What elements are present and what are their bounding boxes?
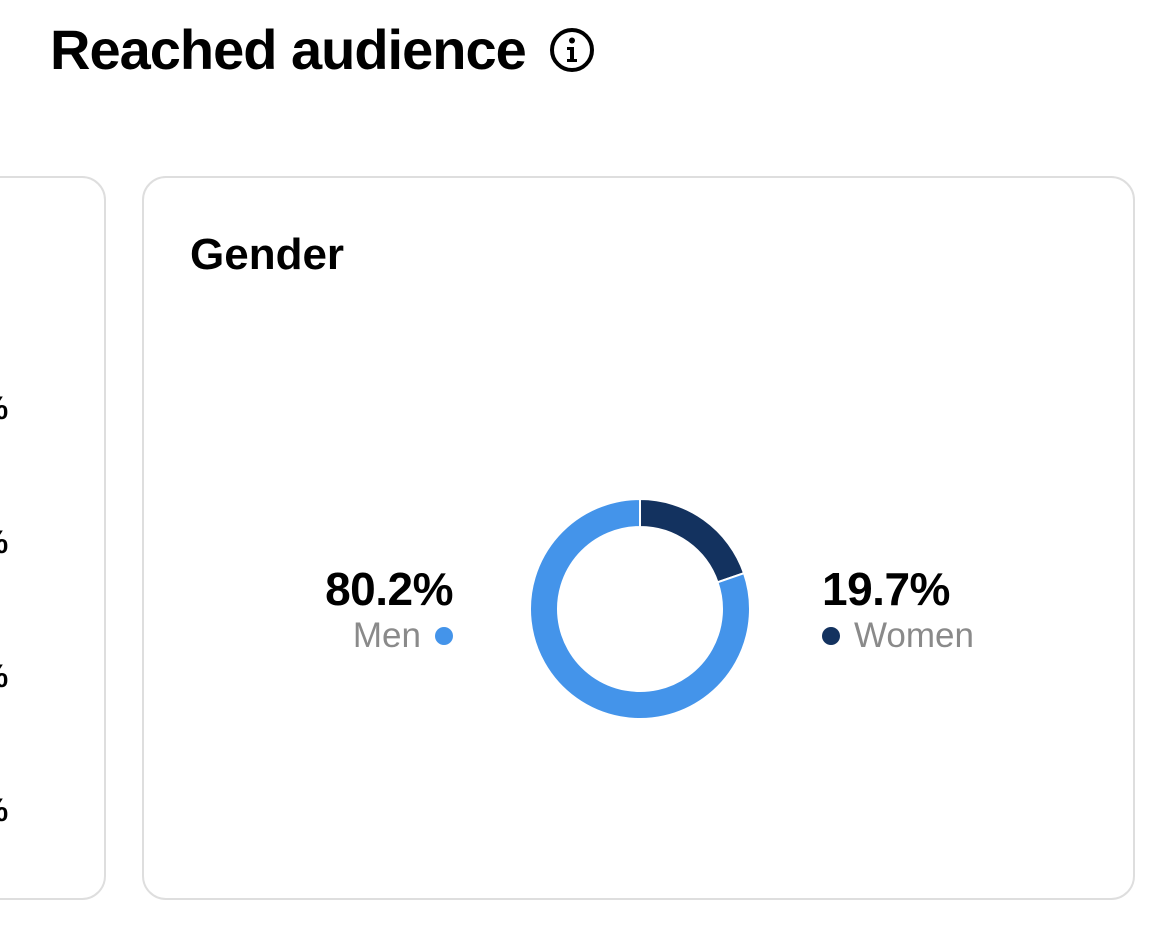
women-label: Women xyxy=(854,616,974,655)
gender-donut-chart xyxy=(529,498,751,720)
gender-card-title: Gender xyxy=(190,230,345,279)
women-legend-dot xyxy=(822,627,840,645)
men-label: Men xyxy=(352,616,421,655)
women-percentage: 19.7% xyxy=(822,563,950,615)
left-value: 8% xyxy=(0,524,8,560)
age-card-partial: 6% 8% 5% 2% xyxy=(0,176,106,900)
women-stat: 19.7% Women xyxy=(822,562,974,656)
info-icon[interactable] xyxy=(548,26,596,74)
men-percentage: 80.2% xyxy=(325,563,453,615)
donut-slice-women xyxy=(639,498,746,584)
section-header: Reached audience xyxy=(50,18,596,82)
section-title: Reached audience xyxy=(50,18,527,81)
donut-slice-men xyxy=(529,498,751,720)
left-values: 6% 8% 5% 2% xyxy=(0,178,82,898)
left-value: 5% xyxy=(0,658,8,694)
gender-card: Gender 80.2% Men 19.7% Women xyxy=(142,176,1135,900)
women-legend: Women xyxy=(822,616,974,656)
men-stat: 80.2% Men xyxy=(325,562,453,656)
left-value: 2% xyxy=(0,792,8,828)
men-legend: Men xyxy=(325,616,453,656)
left-value: 6% xyxy=(0,390,8,426)
men-legend-dot xyxy=(435,627,453,645)
